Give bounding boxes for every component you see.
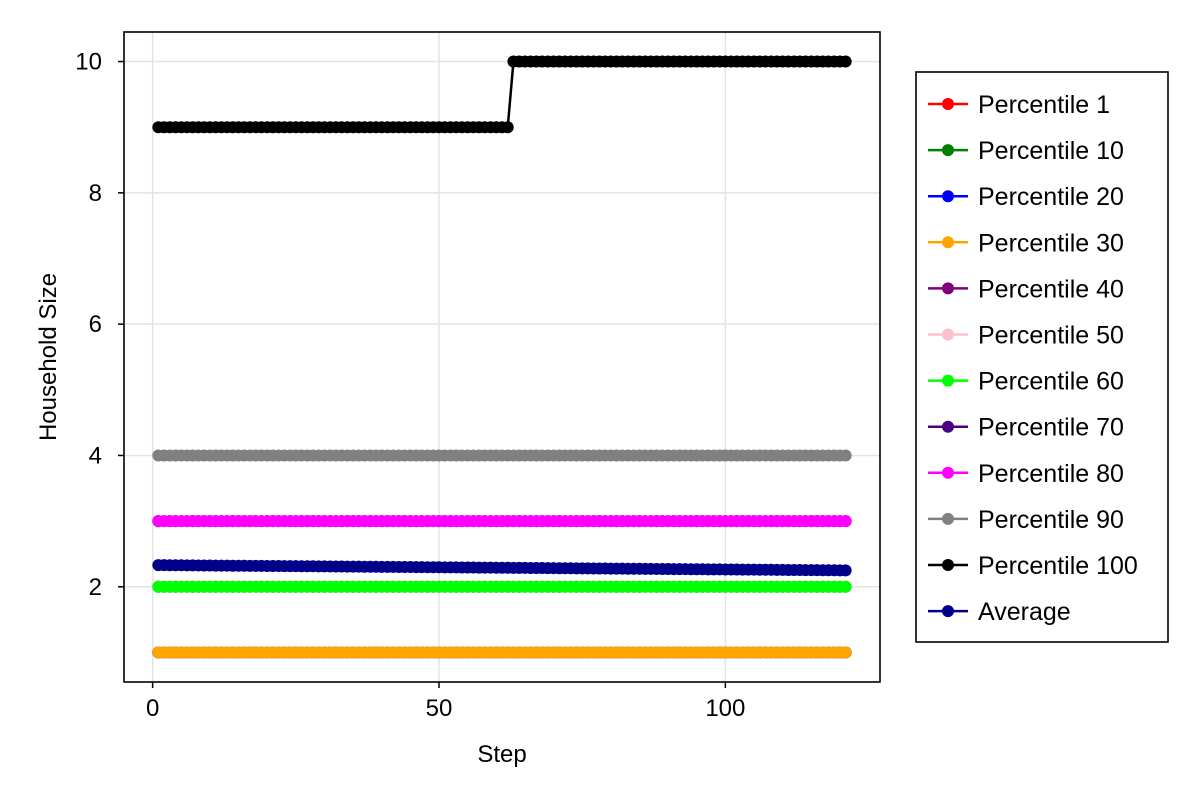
legend-label: Percentile 40 (978, 275, 1124, 303)
data-point (839, 449, 852, 462)
series-percentile-30 (152, 646, 852, 659)
legend-item-percentile-70: Percentile 70 (928, 414, 1124, 442)
x-tick-label: 0 (146, 695, 159, 722)
legend-items: Percentile 1 Percentile 10 Percentile 20 Pe… (928, 91, 1138, 626)
y-tick-label: 8 (89, 180, 102, 207)
legend-item-percentile-30: Percentile 30 (928, 229, 1124, 257)
data-point (839, 646, 852, 659)
legend-marker (942, 98, 954, 110)
y-tick-label: 4 (89, 442, 102, 469)
series-percentile-60 (152, 580, 852, 593)
legend-label: Percentile 1 (978, 91, 1110, 119)
tick-layer: 0 50 100 2 4 6 8 10 (75, 49, 745, 722)
y-tick-label: 2 (89, 574, 102, 601)
series-percentile-80 (152, 515, 852, 528)
legend: Percentile 1 Percentile 10 Percentile 20 Pe… (915, 71, 1169, 643)
legend-marker (942, 236, 954, 249)
data-point (501, 121, 514, 134)
plot-frame (123, 31, 881, 683)
legend-item-percentile-80: Percentile 80 (928, 460, 1124, 488)
legend-marker (942, 605, 954, 618)
y-tick-label: 6 (89, 311, 102, 338)
legend-label: Percentile 100 (978, 552, 1138, 580)
legend-item-percentile-40: Percentile 40 (928, 275, 1124, 303)
series-layer (152, 55, 852, 659)
x-axis-title: Step (477, 741, 526, 768)
legend-item-percentile-90: Percentile 90 (928, 506, 1124, 534)
legend-item-percentile-60: Percentile 60 (928, 368, 1124, 396)
legend-marker (942, 559, 954, 571)
legend-label: Percentile 30 (978, 229, 1124, 257)
legend-item-percentile-1: Percentile 1 (928, 91, 1110, 119)
legend-marker (942, 466, 954, 479)
x-tick-label: 50 (426, 695, 453, 722)
legend-label: Percentile 80 (978, 460, 1124, 488)
legend-marker (942, 374, 954, 387)
legend-label: Percentile 90 (978, 506, 1124, 534)
legend-item-percentile-20: Percentile 20 (928, 183, 1124, 211)
legend-marker (942, 282, 954, 295)
x-tick-label: 100 (705, 695, 745, 722)
legend-label: Percentile 70 (978, 414, 1124, 442)
legend-marker (942, 420, 954, 433)
legend-frame (915, 71, 1169, 643)
legend-item-percentile-50: Percentile 50 (928, 322, 1124, 350)
legend-label: Percentile 50 (978, 322, 1124, 350)
legend-marker (942, 144, 954, 157)
legend-item-percentile-10: Percentile 10 (928, 137, 1124, 165)
series-line-percentile-100 (158, 60, 846, 129)
series-average (152, 559, 852, 577)
series-percentile-90 (152, 449, 852, 462)
series-percentile-100 (152, 55, 852, 134)
legend-label: Average (978, 598, 1071, 626)
legend-item-average: Average (928, 598, 1071, 626)
legend-marker (942, 190, 954, 203)
legend-item-percentile-100: Percentile 100 (928, 552, 1138, 580)
legend-label: Percentile 10 (978, 137, 1124, 165)
data-point (839, 515, 852, 528)
legend-marker (942, 328, 954, 341)
data-point (839, 580, 852, 593)
y-axis-title: Household Size (35, 273, 62, 441)
data-point (839, 564, 852, 577)
data-point (839, 55, 852, 68)
legend-label: Percentile 20 (978, 183, 1124, 211)
legend-label: Percentile 60 (978, 368, 1124, 396)
legend-marker (942, 512, 954, 525)
y-tick-label: 10 (75, 49, 102, 76)
